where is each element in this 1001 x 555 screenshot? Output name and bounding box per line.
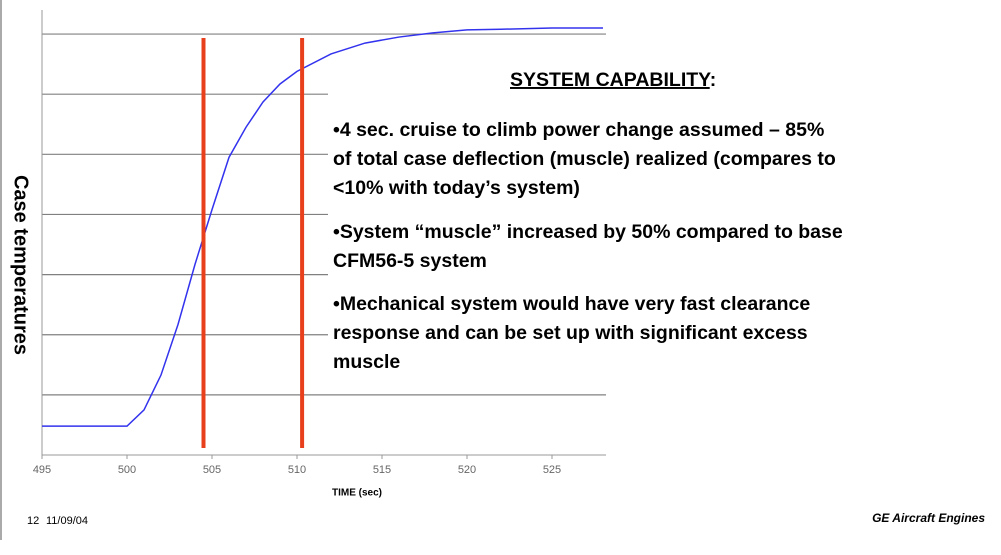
bullet-line: CFM56-5 system — [333, 250, 487, 272]
x-tick-label: 495 — [33, 464, 51, 476]
x-tick-label: 525 — [543, 464, 561, 476]
bullet-line: •System “muscle” increased by 50% compar… — [333, 221, 843, 243]
bullet-line: muscle — [333, 351, 400, 373]
bullets: •4 sec. cruise to climb power change ass… — [333, 119, 843, 373]
x-tick-label: 520 — [458, 464, 476, 476]
bullet-line: •4 sec. cruise to climb power change ass… — [333, 119, 824, 141]
bullet-line: response and can be set up with signific… — [333, 322, 808, 344]
bullet-line: of total case deflection (muscle) realiz… — [333, 148, 836, 170]
page-number: 12 — [27, 515, 39, 527]
panel-heading: SYSTEM CAPABILITY: — [510, 69, 716, 91]
x-tick-label: 510 — [288, 464, 306, 476]
text-panel-bg — [328, 92, 990, 380]
x-tick-label: 500 — [118, 464, 136, 476]
date: 11/09/04 — [46, 515, 88, 527]
heading-suffix: : — [710, 69, 717, 91]
brand: GE Aircraft Engines — [872, 511, 985, 525]
bullet-line: <10% with today’s system) — [333, 177, 580, 199]
bullet-line: •Mechanical system would have very fast … — [333, 293, 810, 315]
x-tick-label: 515 — [373, 464, 391, 476]
line-series — [42, 27, 603, 427]
plot: 495 500 505 510 515 520 525 TIME (sec) Case temp… — [10, 10, 606, 499]
x-tick-label: 505 — [203, 464, 221, 476]
x-axis-label: TIME (sec) — [332, 488, 382, 499]
y-axis-label: Case temperatures — [10, 175, 32, 355]
heading: SYSTEM CAPABILITY — [510, 69, 711, 91]
